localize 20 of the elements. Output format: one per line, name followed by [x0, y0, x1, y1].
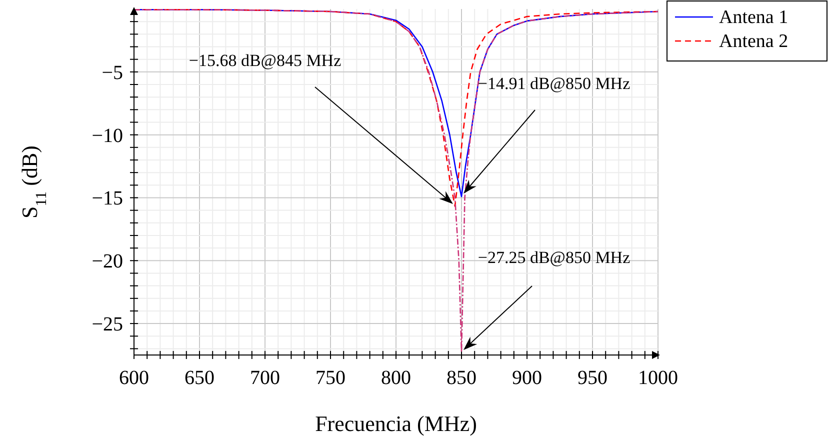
y-tick-label: −15	[92, 188, 123, 210]
x-tick-label: 600	[119, 367, 149, 389]
x-tick-label: 850	[446, 367, 476, 389]
legend-label: Antena 1	[719, 7, 788, 28]
x-axis-title: Frecuencia (MHz)	[315, 411, 477, 436]
annotation: −14.91 dB@850 MHz	[478, 74, 631, 93]
x-tick-label: 700	[250, 367, 280, 389]
y-tick-label: −5	[102, 62, 123, 84]
annotation: −27.25 dB@850 MHz	[478, 248, 631, 267]
x-tick-label: 1000	[638, 367, 678, 389]
y-tick-label: −20	[92, 250, 123, 273]
x-tick-label: 750	[316, 367, 346, 389]
annotation: −15.68 dB@845 MHz	[188, 51, 342, 70]
x-tick-label: 650	[184, 367, 214, 389]
x-tick-label: 950	[578, 367, 608, 389]
x-tick-label: 800	[381, 367, 411, 389]
legend-label: Antena 2	[719, 31, 788, 52]
y-tick-label: −25	[92, 314, 123, 336]
x-tick-label: 900	[512, 367, 542, 389]
y-tick-label: −10	[92, 124, 123, 147]
